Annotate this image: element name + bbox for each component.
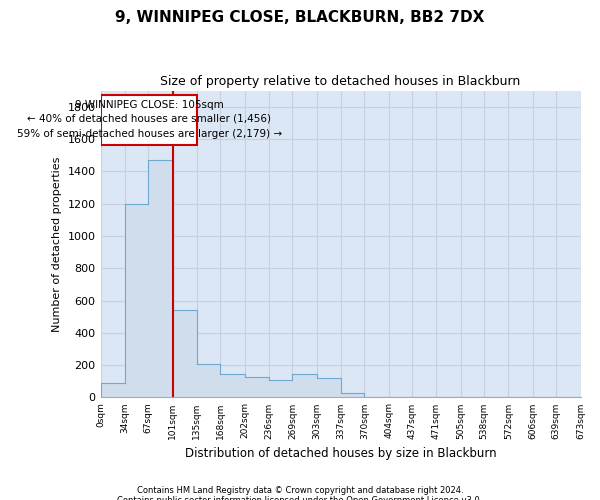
Bar xyxy=(101,96,197,146)
Text: ← 40% of detached houses are smaller (1,456): ← 40% of detached houses are smaller (1,… xyxy=(27,114,271,124)
Text: 9, WINNIPEG CLOSE, BLACKBURN, BB2 7DX: 9, WINNIPEG CLOSE, BLACKBURN, BB2 7DX xyxy=(115,10,485,25)
Y-axis label: Number of detached properties: Number of detached properties xyxy=(52,156,62,332)
Title: Size of property relative to detached houses in Blackburn: Size of property relative to detached ho… xyxy=(160,75,521,88)
Text: 9 WINNIPEG CLOSE: 105sqm: 9 WINNIPEG CLOSE: 105sqm xyxy=(74,100,223,110)
Text: Contains public sector information licensed under the Open Government Licence v3: Contains public sector information licen… xyxy=(118,496,482,500)
X-axis label: Distribution of detached houses by size in Blackburn: Distribution of detached houses by size … xyxy=(185,447,496,460)
Text: Contains HM Land Registry data © Crown copyright and database right 2024.: Contains HM Land Registry data © Crown c… xyxy=(137,486,463,495)
Text: 59% of semi-detached houses are larger (2,179) →: 59% of semi-detached houses are larger (… xyxy=(17,129,281,139)
